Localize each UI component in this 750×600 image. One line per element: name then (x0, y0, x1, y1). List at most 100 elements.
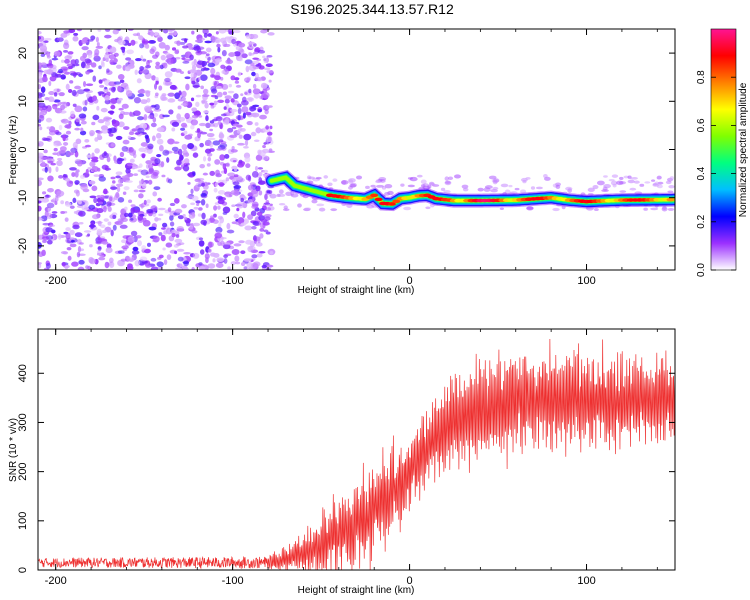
noise-speck (210, 105, 215, 109)
noise-speck (176, 159, 182, 166)
noise-speck (230, 190, 238, 195)
noise-speck (41, 137, 48, 142)
noise-speck (193, 72, 197, 79)
noise-speck (147, 114, 154, 120)
noise-speck (115, 175, 121, 179)
noise-speck (191, 64, 197, 71)
noise-speck (227, 266, 231, 270)
noise-speck (84, 99, 88, 106)
noise-speck (251, 171, 259, 178)
noise-speck (231, 38, 237, 45)
noise-speck (217, 120, 222, 125)
noise-speck (217, 99, 225, 103)
noise-speck (219, 236, 227, 240)
noise-speck (163, 29, 169, 34)
noise-speck (225, 162, 231, 168)
noise-speck (159, 64, 164, 70)
noise-speck (107, 110, 115, 114)
noise-speck (236, 177, 245, 183)
noise-speck (206, 60, 210, 64)
noise-speck (154, 83, 158, 90)
noise-speck (164, 77, 171, 83)
noise-speck (190, 72, 195, 79)
noise-speck (266, 54, 273, 58)
noise-speck (138, 180, 143, 184)
colorbar-ticks: 0.0 0.2 0.4 0.6 0.8 (696, 70, 736, 277)
noise-speck (223, 43, 231, 48)
noise-speck (210, 94, 218, 98)
noise-speck (96, 252, 101, 256)
noise-speck (278, 202, 286, 206)
noise-speck (525, 176, 531, 180)
noise-speck (38, 158, 42, 163)
noise-speck (187, 181, 191, 185)
noise-speck (224, 98, 230, 104)
noise-speck (107, 221, 112, 226)
noise-speck (116, 98, 122, 105)
noise-speck (232, 159, 237, 163)
noise-speck (80, 183, 88, 191)
noise-speck (251, 33, 259, 39)
noise-speck (215, 116, 223, 122)
noise-speck (104, 34, 112, 39)
noise-speck (40, 62, 47, 66)
noise-speck (93, 174, 100, 177)
noise-speck (104, 99, 111, 105)
noise-speck (155, 92, 159, 97)
noise-speck (183, 216, 188, 221)
noise-speck (63, 30, 70, 34)
noise-speck (183, 130, 188, 135)
noise-speck (121, 146, 129, 152)
noise-speck (71, 261, 79, 267)
noise-speck (191, 266, 195, 270)
noise-speck (96, 42, 100, 47)
noise-speck (89, 130, 95, 137)
noise-speck (142, 58, 147, 62)
snr-x-tick-label: 0 (407, 575, 413, 587)
noise-speck (56, 142, 63, 146)
noise-speck (68, 88, 73, 93)
noise-speck (183, 251, 191, 255)
noise-speck (484, 185, 493, 189)
noise-speck (229, 108, 238, 113)
noise-speck (63, 141, 69, 146)
noise-speck (129, 111, 133, 117)
noise-speck (211, 88, 218, 94)
noise-speck (38, 242, 42, 249)
noise-speck (44, 37, 52, 41)
noise-speck (264, 207, 272, 211)
noise-speck (69, 167, 77, 171)
noise-speck (122, 139, 130, 145)
noise-speck (92, 75, 97, 82)
noise-speck (407, 184, 415, 188)
noise-speck (283, 208, 290, 212)
noise-speck (630, 177, 638, 180)
noise-speck (205, 203, 209, 209)
noise-speck (243, 145, 249, 149)
noise-speck (181, 204, 187, 209)
noise-speck (115, 171, 123, 176)
noise-speck (237, 71, 242, 77)
noise-speck (155, 51, 160, 57)
noise-speck (171, 146, 179, 152)
noise-speck (72, 224, 80, 230)
noise-speck (207, 33, 212, 37)
noise-speck (64, 55, 72, 61)
colorbar-tick-label: 0.0 (696, 263, 707, 277)
noise-speck (56, 190, 65, 197)
noise-speck (122, 111, 130, 115)
noise-speck (214, 182, 218, 187)
noise-speck (224, 154, 230, 159)
noise-speck (116, 185, 121, 193)
noise-speck (198, 37, 206, 41)
noise-speck (107, 206, 112, 212)
noise-speck (198, 240, 205, 247)
noise-speck (175, 267, 183, 270)
noise-speck (175, 68, 182, 73)
noise-speck (158, 254, 164, 259)
snr-x-ticks: -200 -100 0 100 (45, 329, 658, 587)
noise-speck (112, 180, 116, 184)
noise-speck (72, 197, 77, 204)
noise-speck (44, 166, 48, 173)
